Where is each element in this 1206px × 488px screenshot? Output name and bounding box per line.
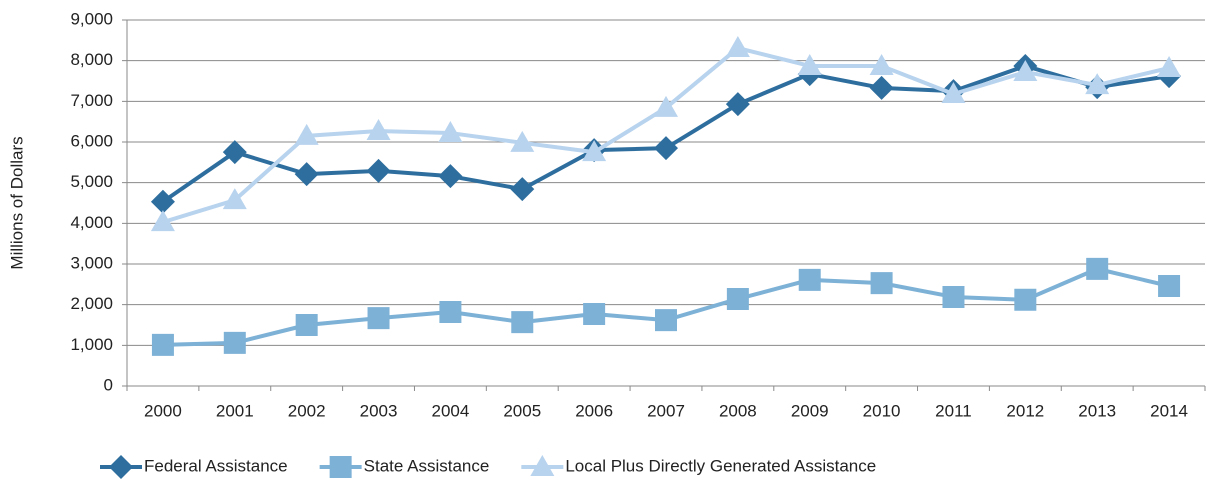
marker	[654, 136, 678, 161]
marker	[582, 140, 607, 162]
marker	[725, 36, 750, 58]
marker	[1013, 60, 1038, 82]
marker	[294, 162, 319, 187]
marker	[439, 300, 462, 323]
marker	[294, 123, 319, 145]
marker	[150, 189, 175, 214]
x-tick-label: 2014	[1150, 401, 1188, 420]
marker	[654, 95, 678, 117]
y-tick-label: 0	[104, 375, 113, 394]
marker	[726, 287, 749, 310]
marker	[222, 140, 247, 165]
marker	[655, 309, 677, 332]
marker	[1158, 274, 1181, 297]
marker	[797, 53, 822, 75]
x-tick-label: 2006	[575, 401, 613, 420]
legend-marker	[530, 455, 555, 476]
legend-label: Local Plus Directly Generated Assistance	[565, 456, 876, 475]
y-tick-label: 9,000	[70, 9, 113, 28]
y-tick-label: 7,000	[70, 91, 113, 110]
marker	[869, 53, 894, 75]
marker	[222, 188, 247, 210]
x-tick-label: 2013	[1078, 401, 1116, 420]
x-tick-label: 2001	[216, 401, 254, 420]
y-tick-label: 3,000	[70, 253, 113, 272]
marker	[150, 210, 175, 232]
x-tick-label: 2002	[288, 401, 326, 420]
marker	[438, 121, 463, 143]
marker	[151, 333, 174, 356]
marker	[869, 75, 894, 100]
y-tick-label: 4,000	[70, 213, 113, 232]
marker	[1086, 257, 1109, 280]
y-tick-label: 8,000	[70, 50, 113, 69]
marker	[1157, 55, 1182, 77]
marker	[367, 307, 390, 330]
marker	[941, 82, 966, 104]
marker	[798, 268, 821, 291]
legend-label: State Assistance	[364, 456, 490, 475]
marker	[510, 177, 535, 202]
y-tick-label: 6,000	[70, 131, 113, 150]
x-tick-label: 2004	[431, 401, 469, 420]
x-tick-label: 2003	[360, 401, 398, 420]
legend-marker	[329, 456, 352, 478]
x-tick-label: 2000	[144, 401, 182, 420]
legend-label: Federal Assistance	[144, 456, 288, 475]
marker	[438, 164, 463, 189]
marker	[583, 303, 606, 326]
marker	[223, 331, 246, 354]
marker	[366, 119, 391, 141]
x-tick-label: 2011	[935, 401, 972, 420]
marker	[295, 314, 318, 336]
x-tick-label: 2007	[647, 401, 685, 420]
y-tick-label: 2,000	[70, 294, 113, 313]
marker	[511, 311, 534, 334]
x-tick-label: 2010	[863, 401, 901, 420]
legend-marker	[109, 455, 133, 479]
marker	[870, 272, 893, 295]
y-tick-label: 1,000	[70, 335, 113, 354]
marker	[510, 130, 535, 152]
x-tick-label: 2012	[1006, 401, 1044, 420]
marker	[366, 158, 391, 183]
marker	[942, 285, 965, 308]
marker	[1085, 73, 1110, 95]
x-tick-label: 2009	[791, 401, 829, 420]
marker	[725, 92, 750, 117]
x-tick-label: 2005	[503, 401, 541, 420]
y-tick-label: 5,000	[70, 172, 113, 191]
marker	[1014, 288, 1037, 311]
x-tick-label: 2008	[719, 401, 757, 420]
y-axis-label: Millions of Dollars	[7, 136, 26, 269]
